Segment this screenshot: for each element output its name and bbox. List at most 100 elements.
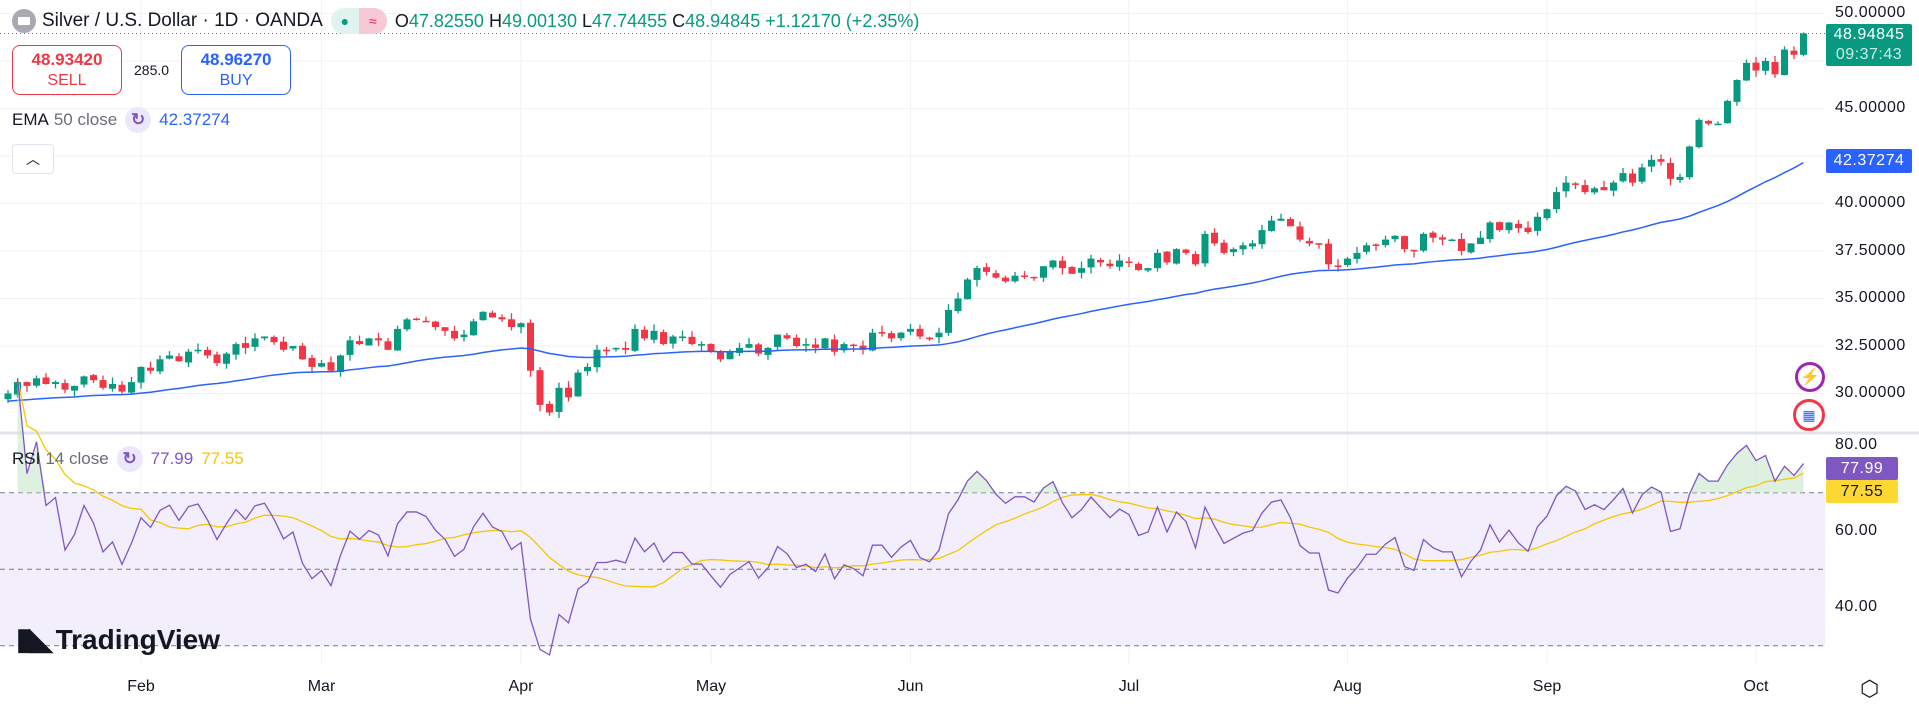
candle-body (954, 298, 962, 312)
price-tick: 37.50000 (1835, 242, 1906, 259)
candle-body (213, 354, 221, 364)
candle-body (346, 340, 354, 355)
candle-body (878, 332, 886, 334)
candle-body (1686, 146, 1693, 178)
candle-body (1087, 258, 1095, 268)
candle-body (574, 372, 582, 397)
candle-body (1553, 192, 1560, 210)
candle-body (869, 332, 876, 351)
change-value: +1.12170 (+2.35%) (765, 10, 920, 31)
candle-body (1182, 249, 1190, 253)
candle-body (669, 336, 677, 344)
bar-countdown: 09:37:43 (1835, 46, 1903, 63)
candle-body (1429, 232, 1437, 238)
candle-body (1496, 222, 1503, 231)
candle-body (1363, 245, 1370, 252)
candle-body (755, 344, 762, 354)
candle-body (1410, 249, 1418, 252)
candle-body (1344, 258, 1351, 265)
candle-body (593, 349, 601, 368)
candle-body (128, 382, 135, 393)
close-value: 48.94845 (685, 10, 761, 31)
candle-body (1733, 80, 1741, 102)
candle-body (1638, 167, 1646, 182)
time-tick: Aug (1333, 678, 1362, 695)
candle-body (1572, 183, 1579, 185)
candle-body (1629, 173, 1636, 183)
candle-body (232, 344, 240, 355)
time-tick: Jul (1118, 678, 1140, 695)
candle-body (147, 367, 154, 371)
candle-body (422, 320, 430, 323)
candle-body (584, 366, 591, 372)
candle-body (1334, 265, 1342, 267)
candle-body (137, 366, 145, 383)
settings-icon[interactable]: ⬡ (1860, 676, 1880, 701)
tradingview-logo[interactable]: ▮◣ TradingView (16, 623, 221, 656)
candle-body (897, 332, 905, 339)
candle-body (641, 329, 648, 339)
rsi-legend[interactable]: RSI 14 close ↻ 77.99 77.55 (12, 446, 244, 472)
candle-body (1486, 222, 1494, 240)
candle-body (1762, 61, 1769, 71)
candle-body (1030, 276, 1038, 279)
candle-body (1220, 242, 1228, 253)
candle-body (859, 345, 867, 350)
sell-button[interactable]: 48.93420 SELL (12, 45, 122, 95)
candle-body (1116, 260, 1123, 267)
candle-body (679, 336, 686, 338)
candle-body (831, 339, 838, 352)
candle-body (1144, 268, 1152, 271)
candle-body (793, 337, 800, 346)
candle-body (498, 317, 506, 320)
candle-body (821, 338, 829, 349)
refresh-icon[interactable]: ↻ (125, 107, 152, 133)
price-tick: 45.00000 (1835, 99, 1906, 116)
candle-body (441, 327, 449, 331)
rsi-value: 77.99 (150, 449, 194, 468)
candle-body (555, 387, 563, 412)
candle-body (1306, 240, 1313, 244)
candle-body (185, 351, 192, 363)
rsi-line (16, 377, 1805, 656)
us-flag-event-icon[interactable]: ▦ (1793, 399, 1825, 431)
candle-body (1439, 237, 1446, 240)
candle-body (802, 344, 810, 346)
ema-value: 42.37274 (159, 110, 231, 129)
symbol-title[interactable]: Silver / U.S. Dollar · 1D · OANDA (42, 10, 323, 31)
candle-body (413, 318, 420, 321)
time-tick: Feb (127, 678, 155, 695)
candle-body (1562, 182, 1570, 192)
time-tick: Jun (897, 678, 924, 695)
candle-body (688, 336, 696, 345)
price-tick: 32.50000 (1835, 337, 1906, 354)
candle-body (745, 344, 753, 348)
candle-body (983, 267, 990, 272)
candle-body (736, 347, 743, 353)
rsi-value-tag: 77.99 (1826, 457, 1898, 480)
candle-body (289, 346, 297, 349)
refresh-icon[interactable]: ↻ (116, 446, 143, 472)
candle-body (1106, 263, 1114, 267)
data-delay-icon: ≈ (358, 8, 387, 34)
spread: 285.0 (134, 62, 170, 78)
candle-body (109, 384, 116, 389)
ema-legend[interactable]: EMA 50 close ↻ 42.37274 (12, 107, 230, 133)
candle-body (166, 355, 173, 359)
candle-body (1296, 226, 1304, 240)
rsi-tick: 60.00 (1835, 522, 1878, 539)
buy-button[interactable]: 48.96270 BUY (181, 45, 292, 95)
lightning-event-icon[interactable]: ⚡ (1795, 362, 1825, 392)
candle-body (726, 351, 734, 360)
candle-body (774, 334, 781, 347)
market-status[interactable]: ● ≈ (330, 8, 387, 34)
candle-body (565, 387, 572, 398)
candle-body (356, 341, 363, 345)
candle-body (52, 382, 59, 385)
candle-body (470, 321, 477, 336)
candle-body (23, 382, 31, 386)
candle-body (327, 362, 335, 371)
candle-body (1781, 49, 1788, 76)
collapse-legend-button[interactable]: ︿ (12, 144, 54, 174)
